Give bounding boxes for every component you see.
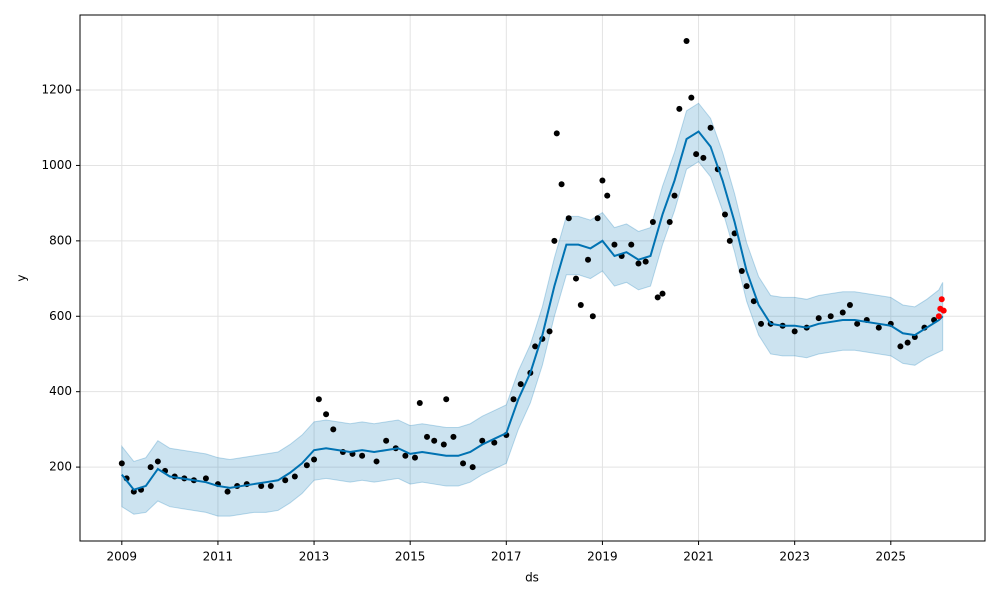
observed-point xyxy=(577,301,584,308)
observed-point xyxy=(551,237,558,244)
observed-point xyxy=(815,315,822,322)
observed-point xyxy=(693,151,700,158)
x-tick-label: 2015 xyxy=(395,550,426,564)
y-tick-label: 1000 xyxy=(41,158,72,172)
observed-point xyxy=(738,268,745,275)
observed-point xyxy=(383,437,390,444)
observed-point xyxy=(649,219,656,226)
observed-point xyxy=(311,456,318,463)
observed-point xyxy=(599,177,606,184)
observed-point xyxy=(359,452,366,459)
observed-point xyxy=(118,460,125,467)
observed-point xyxy=(479,437,486,444)
uncertainty-band xyxy=(121,102,944,517)
observed-point xyxy=(315,396,322,403)
observed-point xyxy=(517,381,524,388)
x-tick-label: 2021 xyxy=(683,550,714,564)
x-tick-label: 2025 xyxy=(876,550,907,564)
observed-point xyxy=(323,411,330,418)
y-tick-label: 800 xyxy=(49,233,72,247)
observed-point xyxy=(373,458,380,465)
observed-point xyxy=(431,437,438,444)
observed-point xyxy=(510,396,517,403)
observed-point xyxy=(258,482,265,489)
observed-point xyxy=(589,313,596,320)
observed-point xyxy=(688,94,695,101)
x-tick-label: 2011 xyxy=(203,550,234,564)
observed-point xyxy=(642,258,649,265)
observed-point xyxy=(700,154,707,161)
observed-point xyxy=(147,464,154,471)
observed-point xyxy=(424,433,431,440)
x-tick-label: 2017 xyxy=(491,550,522,564)
observed-point xyxy=(553,130,560,137)
observed-point xyxy=(565,215,572,222)
x-tick-label: 2019 xyxy=(587,550,618,564)
x-axis-label: ds xyxy=(525,571,539,585)
observed-point xyxy=(291,473,298,480)
observed-point xyxy=(659,290,666,297)
observed-point xyxy=(839,309,846,316)
observed-point xyxy=(827,313,834,320)
observed-point xyxy=(546,328,553,335)
observed-point xyxy=(450,433,457,440)
observed-point xyxy=(854,320,861,327)
observed-point xyxy=(330,426,337,433)
y-tick-label: 400 xyxy=(49,384,72,398)
recent-point xyxy=(935,313,942,320)
observed-point xyxy=(666,219,673,226)
x-tick-label: 2009 xyxy=(107,550,138,564)
observed-point xyxy=(594,215,601,222)
recent-point xyxy=(940,307,947,314)
observed-point xyxy=(721,211,728,218)
observed-point xyxy=(440,441,447,448)
y-tick-label: 200 xyxy=(49,460,72,474)
observed-point xyxy=(628,241,635,248)
observed-point xyxy=(282,477,289,484)
observed-point xyxy=(532,343,539,350)
observed-point xyxy=(635,260,642,267)
observed-point xyxy=(758,320,765,327)
observed-point xyxy=(460,460,467,467)
observed-point xyxy=(585,256,592,263)
observed-point xyxy=(904,339,911,346)
observed-point xyxy=(611,241,618,248)
observed-point xyxy=(411,454,418,461)
observed-point xyxy=(726,237,733,244)
observed-point xyxy=(572,275,579,282)
observed-point xyxy=(154,458,161,465)
observed-point xyxy=(469,464,476,471)
y-axis-label: y xyxy=(15,274,29,281)
observed-point xyxy=(875,324,882,331)
observed-point xyxy=(443,396,450,403)
observed-point xyxy=(846,301,853,308)
observed-point xyxy=(654,294,661,301)
observed-point xyxy=(303,462,310,469)
plot-frame xyxy=(79,14,986,542)
x-tick-label: 2013 xyxy=(299,550,330,564)
y-tick-label: 600 xyxy=(49,309,72,323)
observed-point xyxy=(224,488,231,495)
observed-point xyxy=(491,439,498,446)
observed-point xyxy=(558,181,565,188)
observed-point xyxy=(897,343,904,350)
forecast-line xyxy=(121,130,944,491)
observed-point xyxy=(750,298,757,305)
observed-point xyxy=(743,283,750,290)
y-tick-label: 1200 xyxy=(41,83,72,97)
observed-point xyxy=(416,399,423,406)
observed-point xyxy=(671,192,678,199)
observed-point xyxy=(676,105,683,112)
observed-point xyxy=(202,475,209,482)
observed-point xyxy=(604,192,611,199)
x-tick-label: 2023 xyxy=(779,550,810,564)
recent-point xyxy=(938,296,945,303)
observed-point xyxy=(791,328,798,335)
observed-point xyxy=(267,482,274,489)
observed-point xyxy=(402,452,409,459)
observed-point xyxy=(707,124,714,131)
observed-point xyxy=(683,38,690,45)
